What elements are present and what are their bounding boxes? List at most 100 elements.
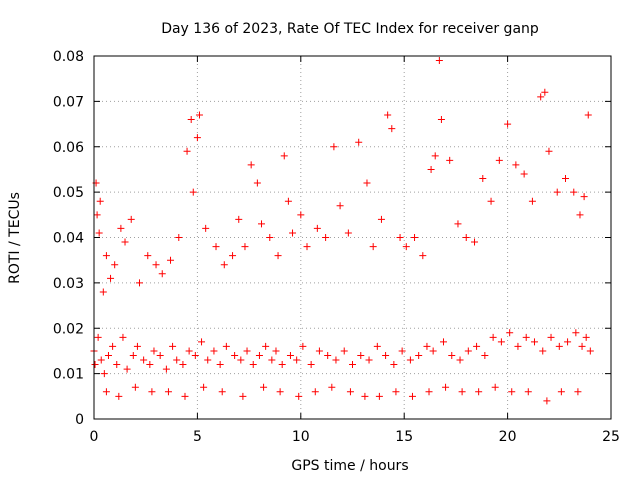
data-point (255, 351, 263, 359)
data-point (541, 88, 549, 96)
data-point (93, 211, 101, 219)
data-point (553, 188, 561, 196)
data-point (456, 356, 464, 364)
data-point (522, 333, 530, 341)
x-tick-label: 20 (499, 429, 517, 445)
data-point (193, 134, 201, 142)
data-point (152, 261, 160, 269)
data-point (237, 356, 245, 364)
data-point (231, 351, 239, 359)
data-point (369, 243, 377, 251)
data-point (286, 351, 294, 359)
data-point (349, 361, 356, 369)
data-point (102, 388, 110, 396)
data-point (344, 229, 352, 237)
data-point (115, 392, 123, 400)
data-point (95, 229, 103, 237)
data-point (402, 243, 410, 251)
data-point (562, 175, 570, 183)
data-point (332, 356, 340, 364)
data-point (435, 57, 443, 65)
data-point (198, 338, 206, 346)
data-point (574, 388, 582, 396)
data-point (253, 179, 261, 187)
data-point (425, 388, 433, 396)
x-axis-tick-labels: 0 5 10 15 20 25 (90, 429, 620, 445)
data-point (284, 197, 292, 205)
y-tick-label: 0 (75, 412, 84, 428)
data-point (239, 392, 247, 400)
data-point (278, 361, 286, 369)
data-point (481, 351, 489, 359)
data-point (408, 392, 416, 400)
data-point (520, 170, 528, 178)
data-point (247, 161, 255, 169)
data-point (508, 388, 516, 396)
data-point (258, 220, 266, 228)
data-point (202, 224, 210, 232)
data-point (415, 351, 423, 359)
data-point (189, 188, 197, 196)
data-point (266, 234, 274, 241)
data-point (382, 351, 390, 359)
data-point (390, 361, 398, 369)
data-point (91, 361, 99, 369)
x-tick-label: 10 (292, 429, 310, 445)
data-point (102, 252, 110, 260)
data-point (311, 388, 319, 396)
data-point (578, 342, 586, 350)
data-point (487, 197, 495, 205)
data-point (181, 392, 189, 400)
data-point (489, 333, 497, 341)
data-point (121, 238, 129, 246)
data-point (464, 347, 472, 355)
data-point (262, 342, 270, 350)
data-point (216, 361, 224, 369)
data-point (260, 383, 268, 391)
y-tick-label: 0.07 (53, 94, 84, 110)
data-point (398, 347, 406, 355)
data-point (543, 397, 551, 405)
data-point (586, 347, 594, 355)
data-point (167, 256, 175, 264)
data-point (375, 392, 383, 400)
data-point (392, 388, 400, 396)
data-point (169, 342, 177, 350)
x-tick-label: 25 (602, 429, 620, 445)
data-point (336, 202, 344, 210)
data-point (119, 333, 127, 341)
y-tick-label: 0.08 (53, 49, 84, 65)
y-tick-label: 0.04 (53, 231, 84, 247)
y-tick-label: 0.03 (53, 276, 84, 292)
data-point (473, 342, 481, 350)
data-point (322, 234, 330, 241)
data-point (117, 224, 125, 232)
data-point (446, 156, 454, 164)
data-point (528, 197, 536, 205)
data-point (187, 116, 195, 124)
data-point (127, 215, 135, 223)
data-point (514, 342, 522, 350)
data-point (512, 161, 520, 169)
y-tick-label: 0.02 (53, 321, 84, 337)
data-point (164, 388, 172, 396)
y-tick-label: 0.05 (53, 185, 84, 201)
data-point (129, 351, 137, 359)
data-point (104, 351, 112, 359)
data-point (195, 111, 203, 119)
data-point (144, 252, 152, 260)
data-point (131, 383, 139, 391)
data-point (564, 338, 572, 346)
data-point (162, 365, 170, 373)
data-point (557, 388, 565, 396)
data-point (175, 234, 183, 241)
data-point (293, 356, 301, 364)
data-point (243, 347, 251, 355)
data-point (479, 175, 487, 183)
data-point (235, 215, 243, 223)
data-point (218, 388, 226, 396)
data-point (388, 125, 396, 133)
data-point (299, 342, 307, 350)
data-point (396, 234, 404, 241)
grid-lines (94, 56, 611, 419)
